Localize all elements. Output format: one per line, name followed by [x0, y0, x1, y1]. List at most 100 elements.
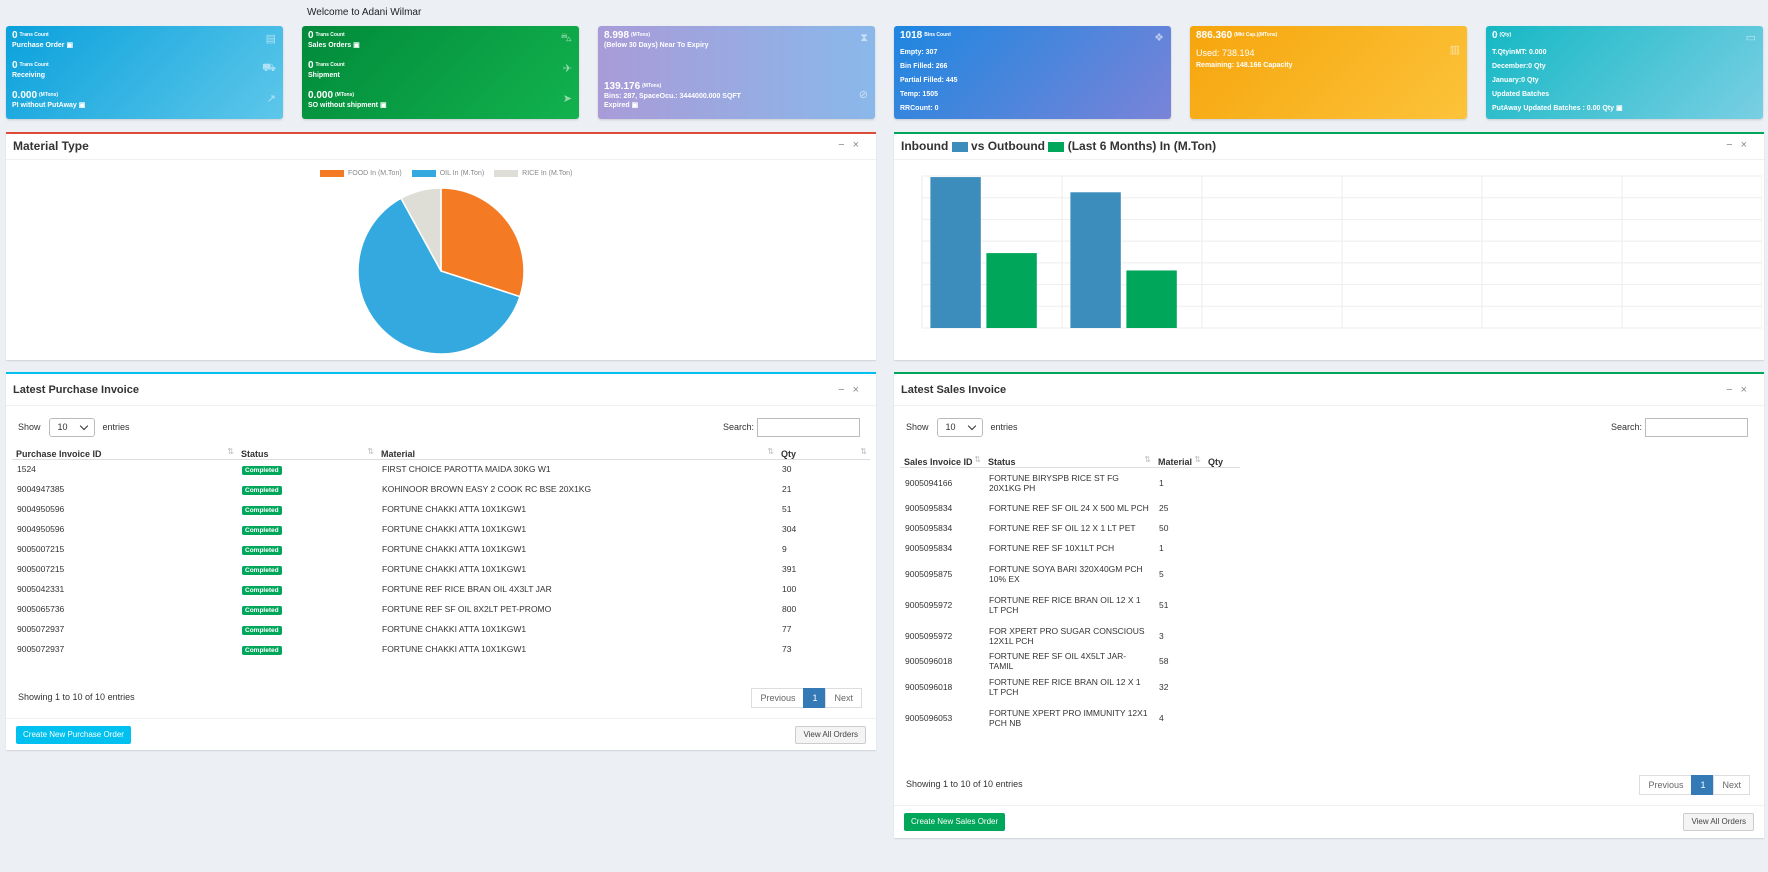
status-cell: Completed — [237, 459, 377, 479]
page-1-button[interactable]: 1 — [803, 688, 827, 708]
pagination: Previous 1 Next — [751, 688, 862, 708]
sales-invoice-table: Sales Invoice ID ⇅ Status ⇅ Material ⇅ Qty … — [900, 442, 1240, 733]
qty-in-mt-label: T.QtyinMT: 0.000 — [1492, 49, 1547, 56]
column-status[interactable]: Status ⇅ — [237, 442, 377, 460]
send-icon: ➤ — [562, 93, 572, 105]
pi-without-putaway-label[interactable]: PI without PutAway — [12, 102, 77, 109]
qty-cell: 9 — [782, 544, 787, 554]
material-pie-chart[interactable] — [356, 186, 526, 356]
shipment-label[interactable]: Shipment — [308, 72, 340, 79]
table-row[interactable]: 9005096018 FORTUNE REF SF OIL 4X5LT JAR-T… — [900, 651, 1240, 671]
material-cell: FORTUNE REF RICE BRAN OIL 12 X 1 LT PCH — [989, 676, 1141, 697]
pie-slice-1[interactable] — [357, 197, 521, 355]
column-purchase-invoice-id[interactable]: Purchase Invoice ID ⇅ — [12, 442, 237, 460]
table-row[interactable]: 9005095972 FOR XPERT PRO SUGAR CONSCIOUS … — [900, 620, 1240, 651]
previous-page-button[interactable]: Previous — [1639, 775, 1693, 795]
table-row[interactable]: 9005095834 FORTUNE REF SF 10X1LT PCH 1 — [900, 538, 1240, 558]
table-row[interactable]: 9005095834 FORTUNE REF SF OIL 24 X 500 ML… — [900, 498, 1240, 518]
table-row[interactable]: 9005042331 Completed FORTUNE REF RICE BRAN… — [12, 579, 870, 599]
invoice-id: 9005007215 — [17, 544, 65, 554]
expiry-summary-card: 8.998 (MTons) (Below 30 Days) Near To Exp… — [598, 26, 875, 119]
calendar-icon[interactable]: ▣ — [78, 102, 86, 109]
show-label: Show — [906, 421, 929, 432]
bar-series1-cat1[interactable] — [1126, 270, 1177, 328]
minimize-icon[interactable]: − — [1726, 384, 1741, 396]
calendar-icon[interactable]: ▣ — [379, 102, 387, 109]
purchase-order-label[interactable]: Purchase Order — [12, 42, 65, 49]
legend-swatch-oil[interactable] — [411, 170, 436, 177]
table-row[interactable]: 9005096053 FORTUNE XPERT PRO IMMUNITY 12X… — [900, 702, 1240, 733]
table-row[interactable]: 9005007215 Completed FORTUNE CHAKKI ATTA 1… — [12, 559, 870, 579]
column-sales-invoice-id[interactable]: Sales Invoice ID ⇅ — [900, 442, 984, 468]
table-row[interactable]: 9005094166 FORTUNE BIRYSPB RICE ST FG 20X… — [900, 467, 1240, 498]
close-icon[interactable]: × — [852, 139, 867, 151]
receiving-label[interactable]: Receiving — [12, 72, 46, 79]
column-qty[interactable]: Qty ⇅ — [777, 442, 870, 460]
column-status[interactable]: Status ⇅ — [984, 442, 1154, 468]
close-icon[interactable]: × — [852, 384, 867, 396]
table-row[interactable]: 9005095834 FORTUNE REF SF OIL 12 X 1 LT P… — [900, 518, 1240, 538]
table-row[interactable]: 1524 Completed FIRST CHOICE PAROTTA MAIDA … — [12, 459, 870, 479]
minimize-icon[interactable]: − — [838, 139, 853, 151]
search-input[interactable] — [757, 418, 860, 437]
minimize-icon[interactable]: − — [1726, 139, 1741, 151]
table-row[interactable]: 9004950596 Completed FORTUNE CHAKKI ATTA 1… — [12, 519, 870, 539]
sales-orders-label[interactable]: Sales Orders — [308, 42, 352, 49]
column-material[interactable]: Material ⇅ — [377, 442, 777, 460]
close-icon[interactable]: × — [1740, 139, 1755, 151]
qty-cell: 3 — [1159, 630, 1164, 641]
empty-bins-label: Empty: 307 — [900, 49, 938, 56]
create-sales-order-button[interactable]: Create New Sales Order — [904, 813, 1006, 831]
legend-swatch-food[interactable] — [320, 170, 344, 177]
invoice-id: 9005096018 — [905, 656, 953, 666]
search-input[interactable] — [1645, 418, 1748, 437]
table-row[interactable]: 9004947385 Completed KOHINOOR BROWN EASY 2… — [12, 479, 870, 499]
page-1-button[interactable]: 1 — [1691, 775, 1715, 795]
column-material[interactable]: Material ⇅ — [1154, 442, 1204, 468]
table-row[interactable]: 9004950596 Completed FORTUNE CHAKKI ATTA 1… — [12, 499, 870, 519]
previous-page-button[interactable]: Previous — [751, 688, 805, 708]
invoice-id: 9005095875 — [905, 568, 953, 579]
bar-series0-cat0[interactable] — [930, 177, 981, 328]
table-row[interactable]: 9005007215 Completed FORTUNE CHAKKI ATTA 1… — [12, 539, 870, 559]
bar-series1-cat0[interactable] — [986, 253, 1037, 328]
near-expiry-label[interactable]: (Below 30 Days) Near To Expiry — [604, 42, 709, 49]
panel-title: Latest Purchase Invoice — [13, 384, 139, 396]
table-row[interactable]: 9005095875 FORTUNE SOYA BARI 320X40GM PCH… — [900, 558, 1240, 589]
calendar-icon[interactable]: ▣ — [66, 42, 74, 49]
close-icon[interactable]: × — [1740, 384, 1755, 396]
table-row[interactable]: 9005065736 Completed FORTUNE REF SF OIL 8X… — [12, 599, 870, 619]
expired-label[interactable]: Expired — [604, 102, 630, 109]
table-row[interactable]: 9005095972 FORTUNE REF RICE BRAN OIL 12 X… — [900, 589, 1240, 620]
legend-oil[interactable]: OIL In (M.Ton) — [439, 170, 485, 177]
entries-select[interactable]: 10 — [48, 418, 95, 437]
calendar-icon[interactable]: ▣ — [1615, 105, 1623, 112]
view-all-orders-button[interactable]: View All Orders — [1683, 813, 1754, 831]
legend-rice[interactable]: RICE In (M.Ton) — [522, 170, 573, 177]
entries-select[interactable]: 10 — [936, 418, 983, 437]
table-row[interactable]: 9005072937 Completed FORTUNE CHAKKI ATTA 1… — [12, 639, 870, 659]
pie-slice-0[interactable] — [440, 187, 525, 298]
pie-slice-2[interactable] — [399, 187, 442, 272]
qty-cell: 25 — [1159, 503, 1169, 513]
column-qty[interactable]: Qty — [1204, 442, 1240, 468]
hourglass-icon: ⧗ — [860, 32, 868, 44]
legend-swatch-rice[interactable] — [494, 170, 519, 177]
welcome-text: Welcome to Adani Wilmar — [307, 7, 422, 18]
table-row[interactable]: 9005096018 FORTUNE REF RICE BRAN OIL 12 X… — [900, 671, 1240, 702]
bar-series0-cat1[interactable] — [1070, 192, 1121, 328]
next-page-button[interactable]: Next — [1713, 775, 1750, 795]
material-cell: FOR XPERT PRO SUGAR CONSCIOUS 12X1L PCH — [989, 625, 1145, 646]
legend-food[interactable]: FOOD In (M.Ton) — [348, 170, 402, 177]
putaway-updated-batches-label[interactable]: PutAway Updated Batches : 0.00 Qty — [1492, 105, 1615, 112]
status-cell: Completed — [237, 479, 377, 499]
calendar-icon[interactable]: ▣ — [631, 102, 639, 109]
table-row[interactable]: 9005072937 Completed FORTUNE CHAKKI ATTA 1… — [12, 619, 870, 639]
so-without-shipment-label[interactable]: SO without shipment — [308, 102, 378, 109]
next-page-button[interactable]: Next — [825, 688, 862, 708]
inbound-outbound-bar-chart[interactable] — [894, 164, 1762, 360]
view-all-orders-button[interactable]: View All Orders — [795, 726, 866, 744]
calendar-icon[interactable]: ▣ — [353, 42, 360, 49]
minimize-icon[interactable]: − — [838, 384, 853, 396]
create-purchase-order-button[interactable]: Create New Purchase Order — [16, 726, 131, 744]
